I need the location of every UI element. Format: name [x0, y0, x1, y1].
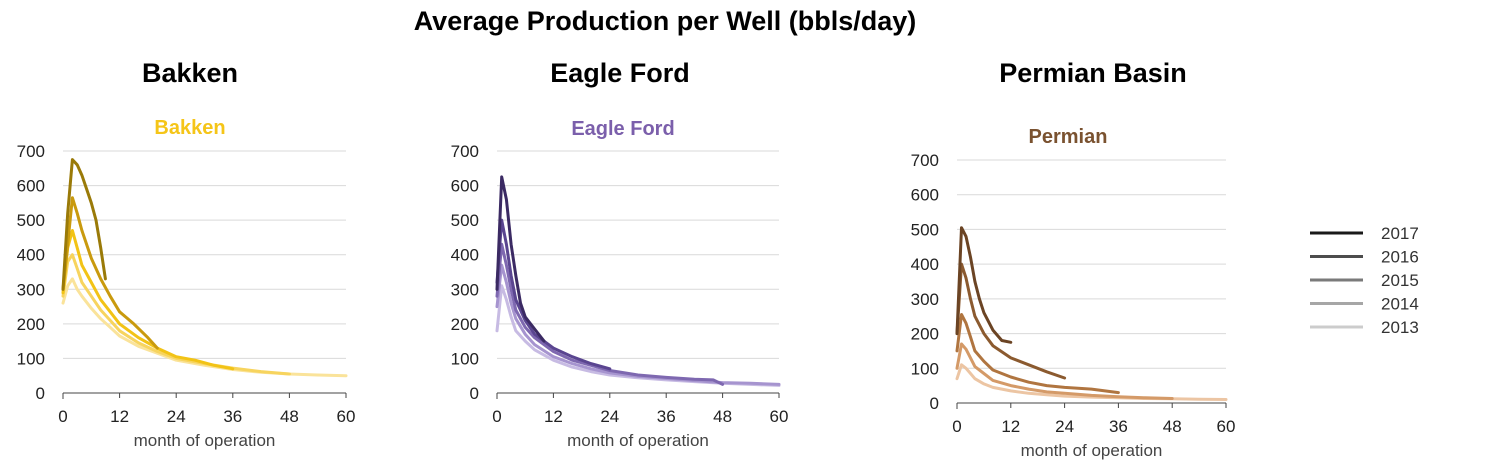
panel-heading-eagle-ford: Eagle Ford: [550, 58, 690, 88]
series-line-permian-2016: [955, 262, 1067, 380]
y-tick-label-bakken-100: 100: [17, 349, 45, 368]
legend-label-2013: 2013: [1381, 318, 1419, 337]
x-tick-label-eagle-ford-24: 24: [600, 407, 619, 426]
y-tick-label-bakken-700: 700: [17, 142, 45, 161]
x-tick-label-permian-60: 60: [1217, 417, 1236, 436]
x-tick-label-bakken-12: 12: [110, 407, 129, 426]
chart-title-eagle-ford: Eagle Ford: [571, 118, 674, 140]
y-tick-label-permian-700: 700: [911, 151, 939, 170]
series-line-bakken-2017: [61, 158, 107, 291]
y-tick-label-eagle-ford-300: 300: [451, 280, 479, 299]
x-tick-label-permian-36: 36: [1109, 417, 1128, 436]
x-tick-label-eagle-ford-60: 60: [770, 407, 789, 426]
legend-label-2014: 2014: [1381, 295, 1419, 314]
x-tick-label-permian-48: 48: [1163, 417, 1182, 436]
x-tick-label-bakken-60: 60: [337, 407, 356, 426]
y-tick-label-bakken-200: 200: [17, 315, 45, 334]
chart-title-bakken: Bakken: [154, 117, 225, 139]
x-tick-label-bakken-24: 24: [167, 407, 186, 426]
y-tick-label-bakken-300: 300: [17, 280, 45, 299]
y-tick-label-eagle-ford-500: 500: [451, 211, 479, 230]
y-tick-label-eagle-ford-400: 400: [451, 246, 479, 265]
series-line-permian-2015: [955, 313, 1120, 395]
y-tick-label-eagle-ford-600: 600: [451, 177, 479, 196]
y-tick-label-permian-600: 600: [911, 186, 939, 205]
series-line-eagle-ford-2015: [495, 242, 725, 386]
series-line-bakken-2016: [61, 196, 159, 350]
y-tick-label-permian-200: 200: [911, 325, 939, 344]
y-tick-label-eagle-ford-700: 700: [451, 142, 479, 161]
y-tick-label-bakken-500: 500: [17, 211, 45, 230]
chart-main-title: Average Production per Well (bbls/day): [413, 6, 917, 36]
x-tick-label-eagle-ford-0: 0: [492, 407, 501, 426]
series-line-eagle-ford-2017: [495, 175, 546, 343]
y-tick-label-permian-500: 500: [911, 220, 939, 239]
x-tick-label-bakken-36: 36: [223, 407, 242, 426]
y-tick-label-permian-400: 400: [911, 255, 939, 274]
panel-heading-bakken: Bakken: [141, 58, 239, 88]
y-tick-label-permian-0: 0: [930, 394, 939, 413]
series-line-permian-2017: [955, 226, 1013, 344]
legend-label-2015: 2015: [1381, 271, 1419, 290]
legend-label-2017: 2017: [1381, 224, 1419, 243]
y-tick-label-permian-300: 300: [911, 290, 939, 309]
series-line-eagle-ford-2014: [495, 263, 781, 386]
x-tick-label-permian-24: 24: [1055, 417, 1074, 436]
series-line-bakken-2013: [61, 277, 348, 378]
y-tick-label-bakken-0: 0: [36, 384, 45, 403]
x-tick-label-permian-0: 0: [952, 417, 961, 436]
y-tick-label-bakken-400: 400: [17, 246, 45, 265]
y-tick-label-eagle-ford-200: 200: [451, 315, 479, 334]
y-tick-label-permian-100: 100: [911, 359, 939, 378]
x-tick-label-eagle-ford-12: 12: [544, 407, 563, 426]
legend-label-2016: 2016: [1381, 248, 1419, 267]
y-tick-label-bakken-600: 600: [17, 177, 45, 196]
x-tick-label-bakken-48: 48: [280, 407, 299, 426]
series-line-bakken-2015: [61, 229, 235, 371]
x-tick-label-permian-12: 12: [1001, 417, 1020, 436]
panel-heading-permian-basin: Permian Basin: [999, 58, 1187, 88]
x-axis-label-permian: month of operation: [1021, 441, 1163, 460]
x-axis-label-bakken: month of operation: [134, 431, 276, 450]
chart-title-permian: Permian: [1029, 126, 1108, 148]
x-tick-label-eagle-ford-36: 36: [657, 407, 676, 426]
y-tick-label-eagle-ford-0: 0: [470, 384, 479, 403]
y-tick-label-eagle-ford-100: 100: [451, 349, 479, 368]
x-tick-label-eagle-ford-48: 48: [713, 407, 732, 426]
series-line-eagle-ford-2016: [495, 218, 612, 371]
x-axis-label-eagle-ford: month of operation: [567, 431, 709, 450]
x-tick-label-bakken-0: 0: [58, 407, 67, 426]
series-line-permian-2014: [955, 342, 1174, 400]
